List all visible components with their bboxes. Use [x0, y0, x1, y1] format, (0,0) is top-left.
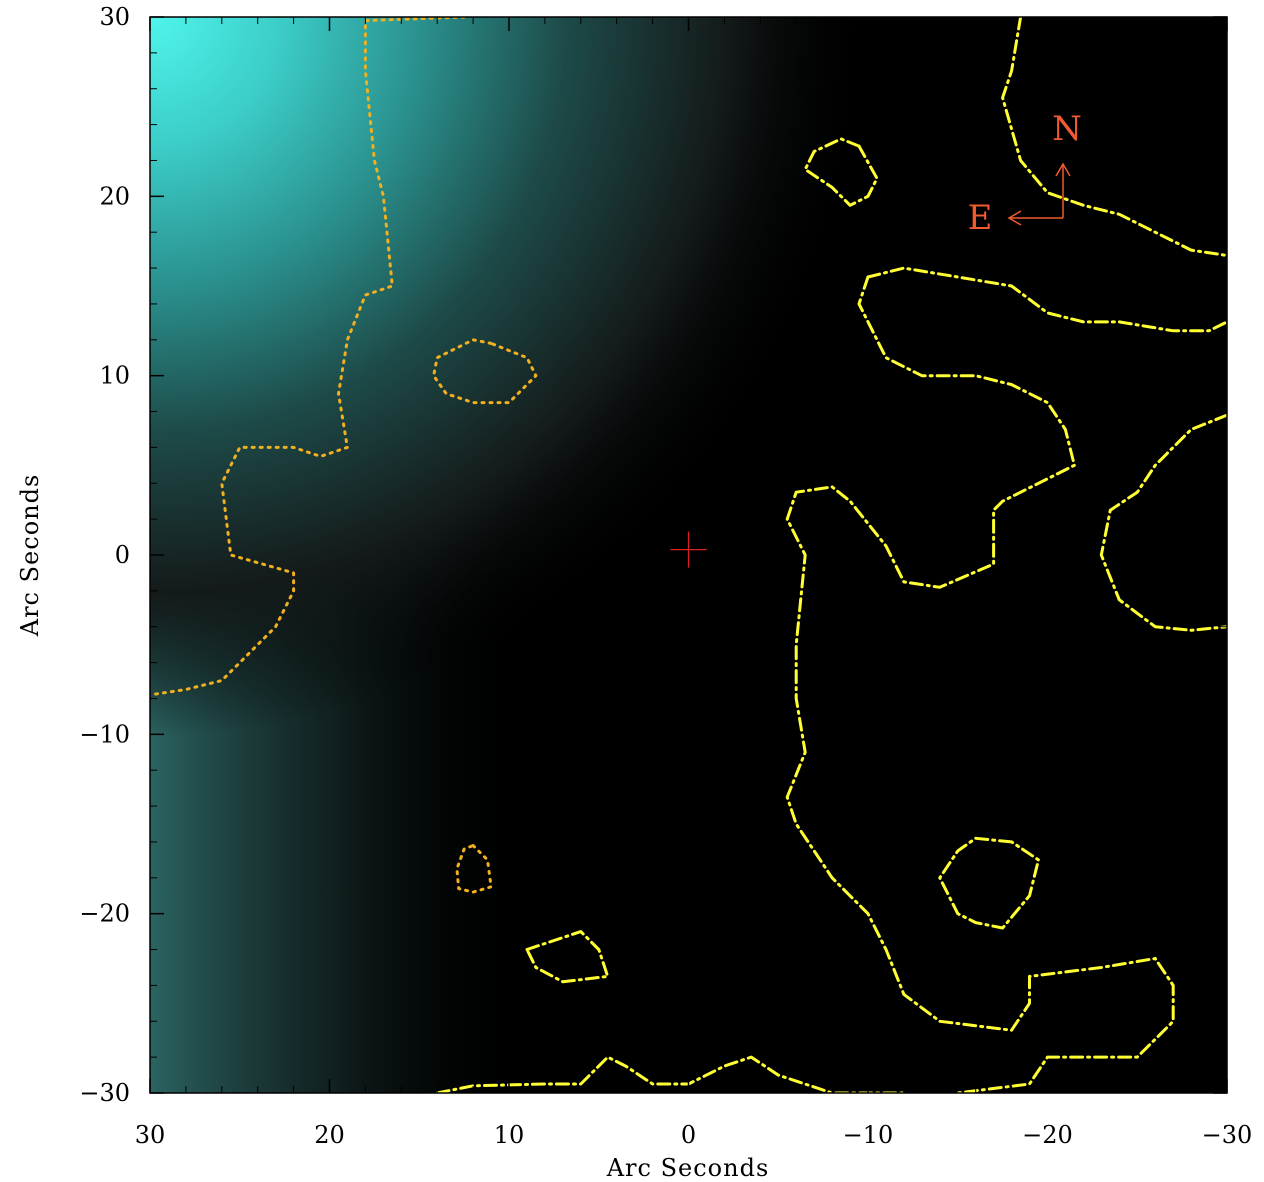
- east-arrowhead-icon: [1007, 210, 1022, 226]
- x-axis-title: Arc Seconds: [606, 1154, 770, 1182]
- image-glow-corner: [150, 17, 950, 817]
- y-tick-label: −10: [79, 720, 130, 748]
- x-axis: 30 20 10 0 −10 −20 −30: [135, 17, 1253, 1149]
- north-label: N: [1052, 109, 1082, 149]
- x-tick-label: −10: [843, 1121, 894, 1149]
- y-tick-label: 0: [115, 541, 130, 569]
- x-tick-label: 10: [494, 1121, 525, 1149]
- y-axis-title: Arc Seconds: [16, 474, 44, 638]
- dash-dot-contour: [803, 137, 879, 207]
- x-tick-label: 0: [681, 1121, 696, 1149]
- dash-dot-contour: [785, 275, 1175, 1093]
- center-marker: [670, 531, 707, 568]
- east-label: E: [968, 198, 993, 238]
- x-tick-label: −30: [1202, 1121, 1253, 1149]
- compass-rose: N E: [968, 109, 1082, 238]
- image-panel: [150, 17, 1227, 1093]
- dotted-contour: [150, 17, 466, 697]
- y-tick-label: −30: [79, 1079, 130, 1107]
- dash-dot-contour: [435, 1055, 906, 1093]
- y-tick-label: 30: [99, 3, 130, 31]
- north-arrowhead-icon: [1055, 162, 1071, 177]
- y-tick-label: −20: [79, 900, 130, 928]
- dash-dot-contour: [525, 930, 610, 984]
- y-axis: 30 20 10 0 −10 −20 −30: [79, 3, 1227, 1107]
- contour-layer: [150, 17, 1227, 1093]
- x-tick-label: 20: [314, 1121, 345, 1149]
- x-tick-label: 30: [135, 1121, 166, 1149]
- dash-dot-contour: [866, 266, 1227, 333]
- dash-dot-contour: [1001, 17, 1227, 257]
- dash-dot-contour: [938, 836, 1040, 930]
- dotted-contour: [432, 338, 538, 405]
- y-tick-label: 10: [99, 362, 130, 390]
- x-tick-label: −20: [1022, 1121, 1073, 1149]
- y-tick-label: 20: [99, 182, 130, 210]
- dash-dot-contour: [1099, 413, 1227, 632]
- dotted-contour: [455, 844, 493, 894]
